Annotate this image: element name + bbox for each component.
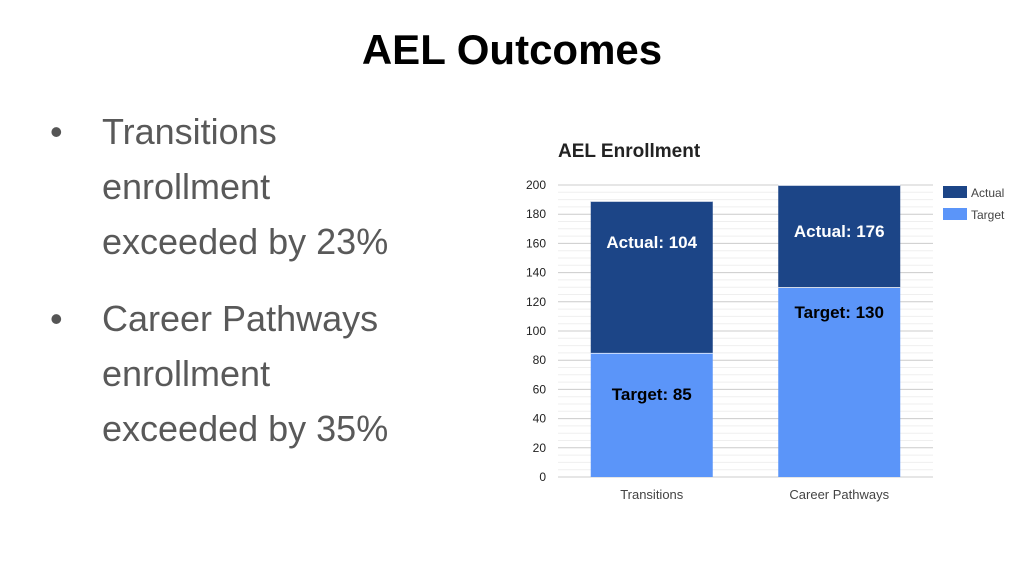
legend-label: Target	[971, 208, 1005, 222]
y-tick-label: 80	[533, 353, 547, 367]
bar-target	[778, 287, 901, 477]
legend-swatch	[943, 186, 967, 198]
data-label: Target: 130	[795, 303, 884, 322]
y-tick-label: 120	[526, 295, 546, 309]
data-label: Actual: 176	[794, 222, 885, 241]
bullet-text-transitions: Transitions enrollment exceeded by 23%	[102, 111, 389, 262]
y-tick-label: 0	[539, 470, 546, 484]
bullet-item-career-pathways: • Career Pathways enrollment exceeded by…	[50, 291, 470, 456]
y-tick-label: 180	[526, 207, 546, 221]
y-tick-label: 40	[533, 412, 547, 426]
bar-target	[590, 352, 713, 477]
data-label: Actual: 104	[606, 233, 697, 252]
ael-enrollment-chart: AEL Enrollment 0 20 40 60 80 100 120 140 160 180 20…	[500, 130, 1020, 515]
chart-svg: AEL Enrollment 0 20 40 60 80 100 120 140 160 180 20…	[526, 141, 1005, 502]
chart-title: AEL Enrollment	[558, 141, 701, 162]
bullet-list: • Transitions enrollment exceeded by 23%…	[50, 104, 470, 478]
bar-actual	[778, 185, 901, 288]
bullet-item-transitions: • Transitions enrollment exceeded by 23%	[50, 104, 470, 269]
y-tick-label: 140	[526, 266, 546, 280]
y-tick-label: 160	[526, 236, 546, 250]
bar-actual	[590, 201, 713, 353]
y-tick-label: 20	[533, 441, 547, 455]
bullet-marker: •	[50, 111, 63, 152]
x-tick-label: Transitions	[620, 487, 684, 502]
bullet-text-career-pathways: Career Pathways enrollment exceeded by 3…	[102, 298, 389, 449]
legend-swatch	[943, 208, 967, 220]
bullet-marker: •	[50, 298, 63, 339]
data-label: Target: 85	[612, 385, 692, 404]
slide-title: AEL Outcomes	[361, 26, 663, 73]
y-tick-label: 100	[526, 324, 546, 338]
y-tick-label: 200	[526, 178, 546, 192]
y-tick-label: 60	[533, 382, 547, 396]
legend-label: Actual	[971, 186, 1004, 200]
x-tick-label: Career Pathways	[789, 487, 889, 502]
